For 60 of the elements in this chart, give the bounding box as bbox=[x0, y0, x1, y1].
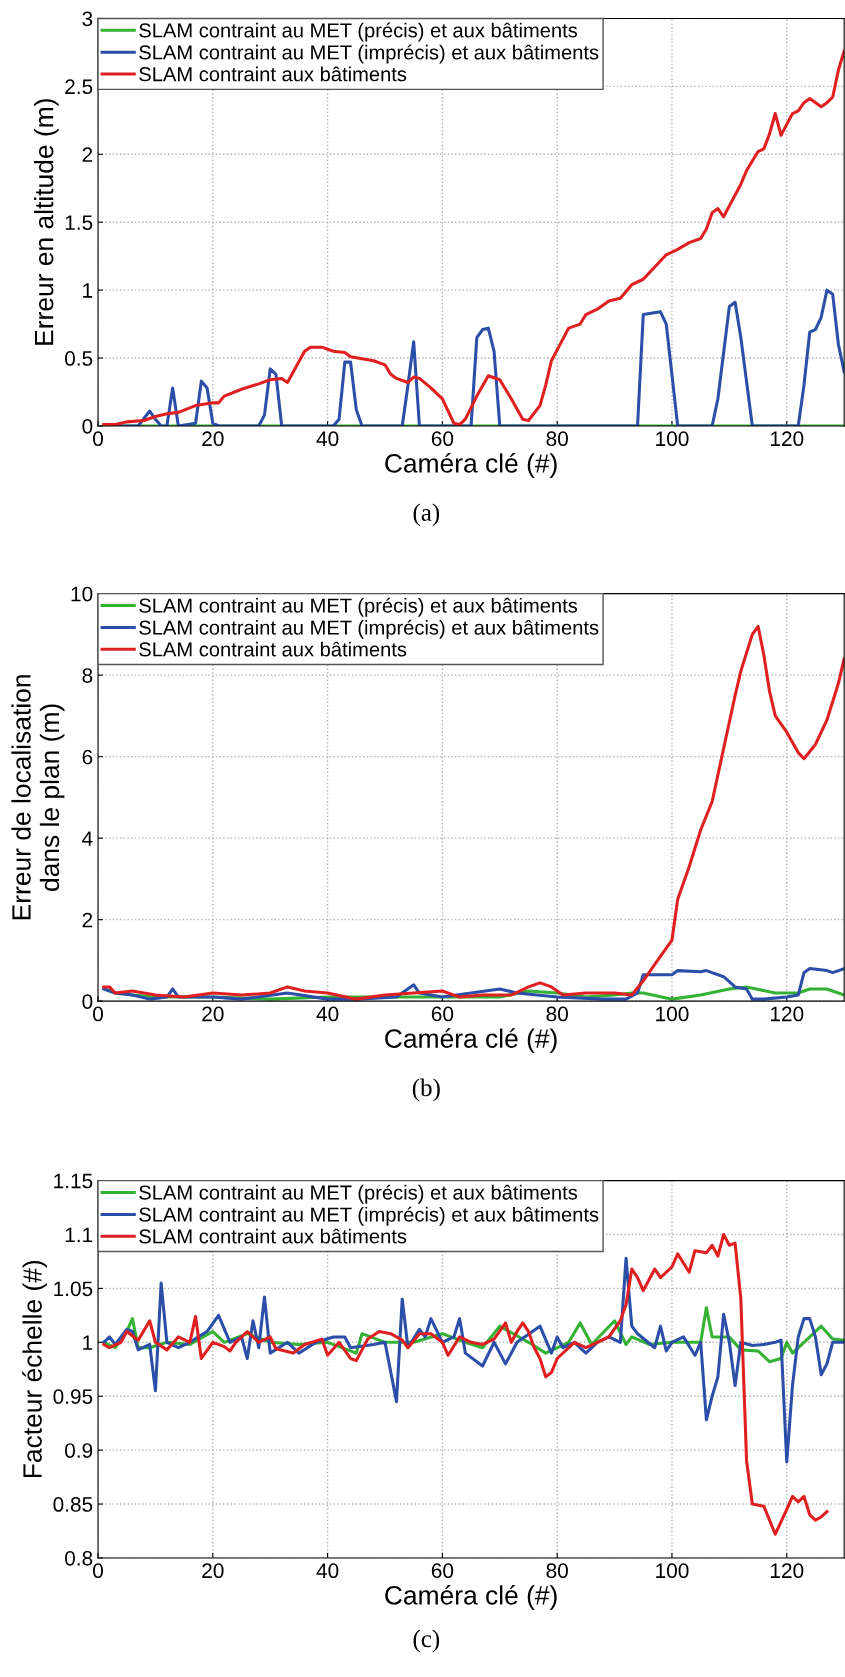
legend-label: SLAM contraint aux bâtiments bbox=[139, 66, 407, 82]
x-tick-label: 20 bbox=[202, 1006, 224, 1022]
x-tick-label: 40 bbox=[316, 431, 339, 447]
y-tick-label: 3 bbox=[82, 11, 93, 27]
y-axis-title: Erreur de localisation dans le plan (m) bbox=[11, 675, 65, 920]
y-tick-label: 6 bbox=[82, 749, 93, 765]
y-tick-label: 1.15 bbox=[54, 1173, 93, 1189]
legend-label: SLAM contraint au MET (imprécis) et aux bâtiments bbox=[139, 44, 599, 64]
x-tick-label: 0 bbox=[93, 1006, 103, 1022]
y-tick-label: 0.8 bbox=[65, 1550, 93, 1566]
legend-label: SLAM contraint aux bâtiments bbox=[139, 641, 407, 657]
x-tick-label: 0 bbox=[93, 1563, 103, 1579]
x-tick-label: 60 bbox=[431, 1006, 454, 1022]
y-tick-label: 8 bbox=[82, 668, 93, 683]
x-tick-label: 80 bbox=[546, 1006, 568, 1022]
legend-label: SLAM contraint au MET (précis) et aux bâtiments bbox=[139, 22, 578, 42]
x-tick-label: 100 bbox=[656, 1563, 689, 1579]
y-tick-label: 0.85 bbox=[53, 1497, 93, 1512]
y-tick-label: 2 bbox=[82, 147, 93, 162]
legend-label: SLAM contraint au MET (imprécis) et aux bâtiments bbox=[139, 619, 599, 639]
y-tick-label: 1.05 bbox=[54, 1281, 93, 1297]
y-tick-label: 4 bbox=[82, 831, 93, 846]
y-tick-label: 1.5 bbox=[65, 215, 93, 230]
x-tick-label: 100 bbox=[656, 1006, 689, 1022]
text: (a) bbox=[413, 503, 440, 527]
x-tick-label: 60 bbox=[431, 431, 454, 447]
y-tick-label: 0.95 bbox=[53, 1389, 93, 1404]
x-tick-label: 120 bbox=[770, 431, 804, 447]
y-tick-label: 1 bbox=[83, 283, 93, 298]
x-tick-label: 120 bbox=[770, 1006, 804, 1022]
y-tick-label: 2.5 bbox=[65, 79, 93, 95]
y-tick-label: 0 bbox=[82, 994, 93, 1009]
x-tick-label: 40 bbox=[316, 1563, 339, 1579]
x-tick-label: 20 bbox=[202, 1563, 224, 1579]
x-tick-label: 60 bbox=[431, 1563, 454, 1579]
y-tick-label: 2 bbox=[82, 912, 93, 928]
y-tick-label: 0.9 bbox=[65, 1443, 93, 1458]
y-tick-label: 0.5 bbox=[65, 351, 93, 366]
x-axis-title: Caméra clé (#) bbox=[385, 453, 557, 478]
y-tick-label: 0 bbox=[82, 418, 93, 434]
y-tick-label: 1 bbox=[83, 1335, 93, 1350]
legend-label: SLAM contraint au MET (précis) et aux bâtiments bbox=[139, 597, 578, 617]
x-tick-label: 100 bbox=[656, 431, 689, 447]
y-axis-title: Facteur échelle (#) bbox=[22, 1260, 48, 1478]
x-axis-title: Caméra clé (#) bbox=[385, 1584, 557, 1610]
x-axis-title: Caméra clé (#) bbox=[385, 1028, 557, 1054]
x-tick-label: 80 bbox=[546, 1563, 568, 1579]
x-tick-label: 120 bbox=[770, 1563, 804, 1579]
x-tick-label: 40 bbox=[316, 1006, 339, 1022]
legend-label: SLAM contraint au MET (précis) et aux bâtiments bbox=[139, 1184, 578, 1204]
y-tick-label: 10 bbox=[71, 586, 93, 602]
legend-label: SLAM contraint aux bâtiments bbox=[139, 1228, 407, 1244]
y-axis-title: Erreur en altitude (m) bbox=[34, 99, 59, 345]
y-tick-label: 1.1 bbox=[65, 1227, 93, 1243]
x-tick-label: 0 bbox=[93, 431, 103, 447]
text: (c) bbox=[413, 1629, 440, 1653]
x-tick-label: 80 bbox=[546, 431, 568, 447]
text: (b) bbox=[412, 1078, 440, 1102]
legend-label: SLAM contraint au MET (imprécis) et aux bâtiments bbox=[139, 1206, 599, 1226]
x-tick-label: 20 bbox=[202, 431, 224, 447]
